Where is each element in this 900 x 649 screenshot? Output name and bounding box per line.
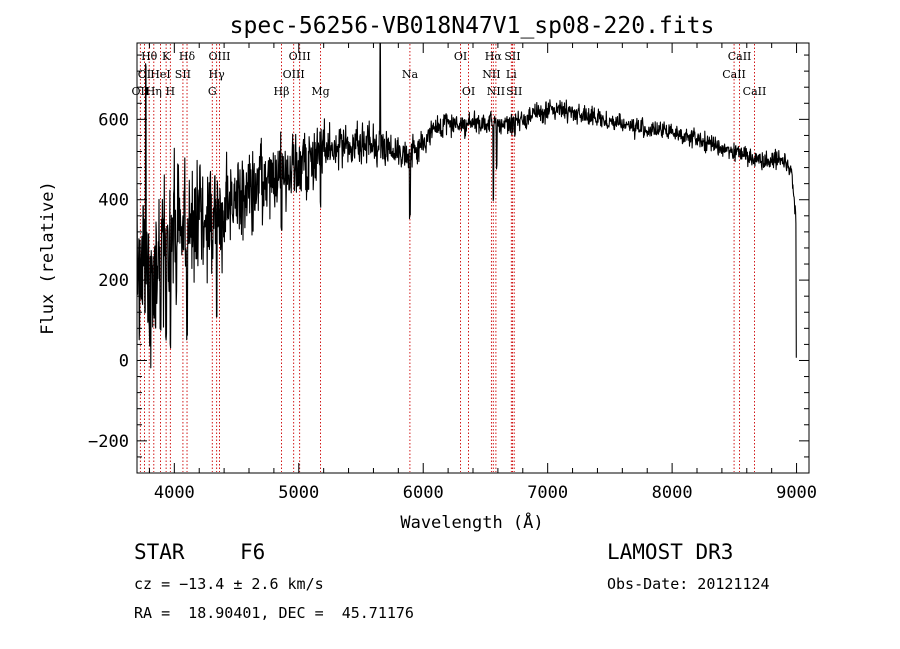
spectral-line-label: NII	[482, 68, 500, 81]
obs-date: Obs-Date: 20121124	[607, 575, 770, 593]
spectral-line-label: NII	[487, 85, 505, 98]
spectral-line-label: Hβ	[274, 85, 290, 98]
spectral-line-label: CaII	[722, 68, 746, 81]
y-tick-label: 0	[119, 351, 129, 371]
spectral-line-label: G	[208, 85, 217, 98]
y-tick-label: 600	[98, 110, 129, 130]
spectral-line-label: OI	[462, 85, 475, 98]
spectral-line-label: OI	[138, 68, 151, 81]
spectrum-layer	[136, 42, 797, 369]
spectral-line-label: OIII	[208, 50, 230, 63]
spectral-line-label: OII	[132, 85, 150, 98]
spectral-line-label: Na	[402, 68, 419, 81]
x-axis-label: Wavelength (Å)	[400, 511, 543, 533]
spectral-line-label: Li	[506, 68, 517, 81]
spectral-line-label: K	[162, 50, 171, 63]
x-tick-label: 6000	[403, 483, 444, 503]
x-tick-label: 5000	[278, 483, 319, 503]
survey-name: LAMOST DR3	[607, 540, 734, 564]
object-class: STAR	[134, 540, 185, 564]
subclass: F6	[240, 540, 266, 564]
spectral-line-label: Hα	[485, 50, 503, 63]
x-tick-label: 4000	[154, 483, 195, 503]
spectral-line-label: Hδ	[179, 50, 196, 63]
y-axis-label: Flux (relative)	[38, 181, 58, 335]
spectral-line-label: Hγ	[209, 68, 226, 81]
spectral-line-label: OIII	[289, 50, 311, 63]
chart-title: spec-56256-VB018N47V1_sp08-220.fits	[230, 13, 715, 39]
y-tick-label: −200	[88, 432, 129, 452]
y-tick-label: 200	[98, 271, 129, 291]
axis-ticks: 4000 5000 6000 7000 8000 9000 −200 0 200 400 600	[88, 43, 817, 503]
spectral-line-label: Hθ	[141, 50, 158, 63]
spectral-line-label: H	[166, 85, 176, 98]
coordinates: RA = 18.90401, DEC = 45.71176	[134, 604, 414, 622]
spectral-line-label: CaII	[743, 85, 767, 98]
spectral-line-label: OIII	[283, 68, 305, 81]
x-tick-label: 9000	[776, 483, 817, 503]
redshift-text: cz = −13.4 ± 2.6 km/s	[134, 575, 324, 593]
spectral-line-label: SII	[506, 85, 522, 98]
spectral-line-label: SII	[504, 50, 520, 63]
spectrum-line	[136, 42, 797, 369]
y-tick-label: 400	[98, 191, 129, 211]
plot-frame	[136, 42, 810, 474]
x-tick-label: 8000	[652, 483, 693, 503]
x-tick-label: 7000	[527, 483, 568, 503]
spectral-line-label: Hη	[146, 85, 162, 98]
spectral-line-markers	[139, 44, 755, 472]
spectral-line-label: CaII	[728, 50, 752, 63]
spectral-line-label: HeI	[150, 68, 170, 81]
spectral-line-label: OI	[454, 50, 467, 63]
spectral-line-label: Mg	[311, 85, 329, 98]
spectral-line-label: SII	[175, 68, 191, 81]
